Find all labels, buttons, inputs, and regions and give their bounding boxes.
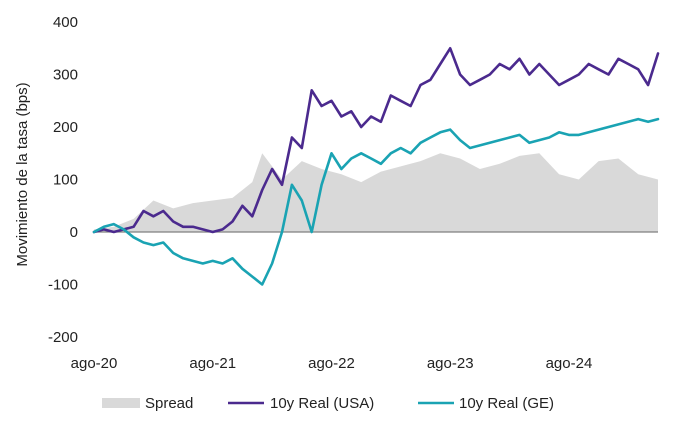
legend-item-spread: Spread [102, 395, 193, 412]
series-line-usa [92, 46, 660, 234]
y-tick-label: 100 [53, 172, 78, 189]
legend-label: Spread [145, 395, 193, 412]
x-tick-label: ago-21 [189, 355, 236, 372]
y-tick-label: -100 [48, 277, 78, 294]
x-tick-label: ago-24 [546, 355, 593, 372]
legend-item-ge: 10y Real (GE) [418, 395, 554, 412]
series-spread-area [94, 153, 658, 232]
y-tick-labels: -200 -100 0 100 200 300 400 [48, 14, 78, 346]
legend-label: 10y Real (GE) [459, 395, 554, 412]
lines-layer [92, 46, 660, 286]
y-tick-label: 0 [70, 224, 78, 241]
y-tick-label: 200 [53, 119, 78, 136]
x-tick-label: ago-22 [308, 355, 355, 372]
y-tick-label: -200 [48, 329, 78, 346]
y-tick-label: 400 [53, 14, 78, 31]
legend: Spread 10y Real (USA) 10y Real (GE) [102, 395, 554, 412]
y-tick-label: 300 [53, 67, 78, 84]
series-line-ge [92, 117, 660, 286]
x-tick-label: ago-23 [427, 355, 474, 372]
legend-swatch [102, 398, 140, 408]
x-tick-labels: ago-20 ago-21 ago-22 ago-23 ago-24 [71, 355, 593, 372]
legend-item-usa: 10y Real (USA) [228, 395, 374, 412]
x-tick-label: ago-20 [71, 355, 118, 372]
spread-area-layer [94, 153, 658, 232]
y-axis-label: Movimiento de la tasa (bps) [14, 82, 31, 266]
legend-label: 10y Real (USA) [270, 395, 374, 412]
